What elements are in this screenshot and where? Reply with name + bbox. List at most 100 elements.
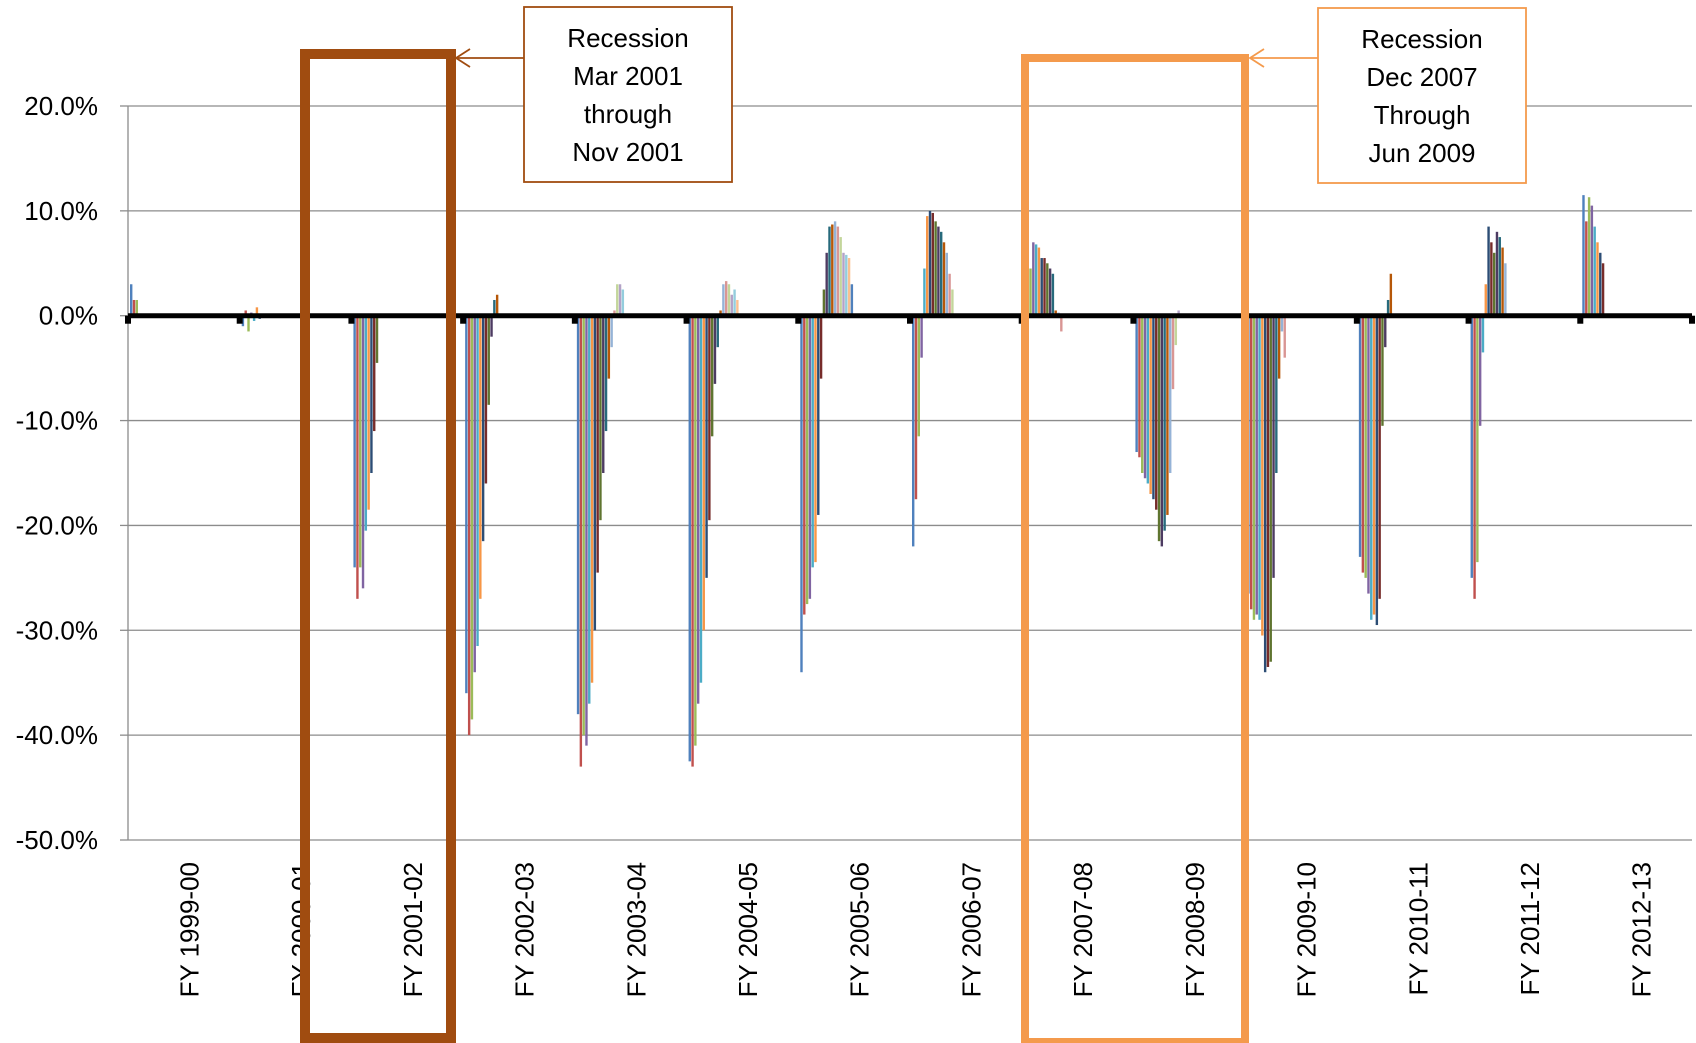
y-tick-label: 10.0% (24, 196, 98, 226)
zero-axis-marker (683, 315, 690, 324)
bar (607, 315, 611, 379)
x-tick-label: FY 2011-12 (1515, 862, 1545, 995)
y-tick-label: -40.0% (16, 720, 98, 750)
bar (364, 315, 368, 531)
zero-axis-marker (236, 315, 243, 324)
bar (842, 252, 845, 316)
bar (831, 224, 834, 316)
y-axis-ticks: 20.0% 10.0% 0.0% -10.0% -20.0% -30.0% -40.0% -5… (16, 91, 98, 855)
x-tick-label: FY 2003-04 (621, 862, 651, 997)
bar (1032, 242, 1035, 316)
bar (130, 284, 133, 316)
bar (1358, 315, 1362, 557)
bar (493, 299, 496, 316)
bar (814, 315, 817, 563)
bar (1046, 263, 1049, 316)
bar (1283, 315, 1286, 358)
bar (1481, 315, 1485, 353)
bar (1149, 315, 1152, 494)
bar (1596, 242, 1599, 316)
bar (688, 315, 691, 762)
bar (1378, 315, 1381, 599)
bar (1060, 315, 1063, 332)
bar (1275, 315, 1278, 473)
bar (808, 315, 812, 599)
bar (920, 315, 923, 358)
callout-arrow-head (454, 48, 471, 68)
callout-text-line: Dec 2007 (1366, 62, 1477, 92)
bar (255, 307, 259, 316)
bar (1163, 315, 1166, 531)
bar (481, 315, 485, 542)
bar (579, 315, 583, 767)
bar (1255, 315, 1258, 615)
bar (610, 315, 613, 348)
bar (1051, 273, 1055, 316)
bar (244, 310, 247, 316)
bar (817, 315, 820, 515)
bar (1280, 315, 1284, 332)
bar (940, 231, 943, 316)
bar (926, 216, 929, 316)
bar (593, 315, 597, 631)
bar (484, 315, 488, 484)
bar (1261, 315, 1264, 636)
bar (1490, 242, 1493, 316)
bar (588, 315, 591, 704)
bar (811, 315, 814, 568)
bar (247, 315, 250, 332)
bar (596, 315, 599, 573)
bar (1138, 315, 1141, 458)
bar (727, 284, 731, 316)
bar (582, 315, 585, 736)
x-axis-ticks: FY 1999-00 FY 2000-01 FY 2001-02 FY 2002-03… (174, 862, 1656, 997)
bar (470, 315, 474, 720)
bar (1593, 226, 1596, 316)
bar (1048, 268, 1052, 316)
bar (691, 315, 694, 767)
bar (618, 284, 622, 316)
bar (719, 310, 722, 316)
callout-text-line: Through (1374, 100, 1471, 130)
zero-axis-marker (795, 315, 802, 324)
bar (850, 284, 854, 316)
bar (1386, 299, 1390, 316)
bar (1487, 226, 1490, 316)
bar (375, 315, 379, 363)
bar (1498, 237, 1501, 316)
recession-highlight-box (300, 49, 456, 1043)
zero-axis-marker (571, 315, 578, 324)
bar (1372, 315, 1376, 615)
bar (934, 221, 937, 316)
bar (828, 226, 831, 316)
bar (1470, 315, 1473, 578)
bar (942, 242, 946, 316)
x-tick-label: FY 2009-10 (1292, 862, 1322, 997)
bar (951, 289, 954, 316)
recession-callout-box (523, 6, 733, 183)
bar (1272, 315, 1275, 578)
bar (1587, 197, 1591, 316)
bar (702, 315, 705, 631)
bar (1169, 315, 1172, 473)
bar (733, 289, 736, 316)
bar (356, 315, 359, 599)
bar (1601, 263, 1605, 316)
bar (1364, 315, 1367, 578)
bar (1166, 315, 1169, 515)
bar (1171, 315, 1175, 390)
recession-callout-box (1317, 7, 1527, 184)
recession-highlight-box (1021, 54, 1249, 1043)
bar (1258, 315, 1261, 620)
bar (948, 273, 951, 316)
x-tick-label: FY 2012-13 (1627, 862, 1657, 997)
bar (585, 315, 588, 746)
bar (1582, 195, 1585, 316)
bar (1040, 258, 1043, 316)
bar (1146, 315, 1150, 484)
zero-axis-marker (907, 315, 913, 324)
bar (937, 226, 940, 316)
bar (1361, 315, 1365, 573)
bar (1160, 315, 1164, 547)
